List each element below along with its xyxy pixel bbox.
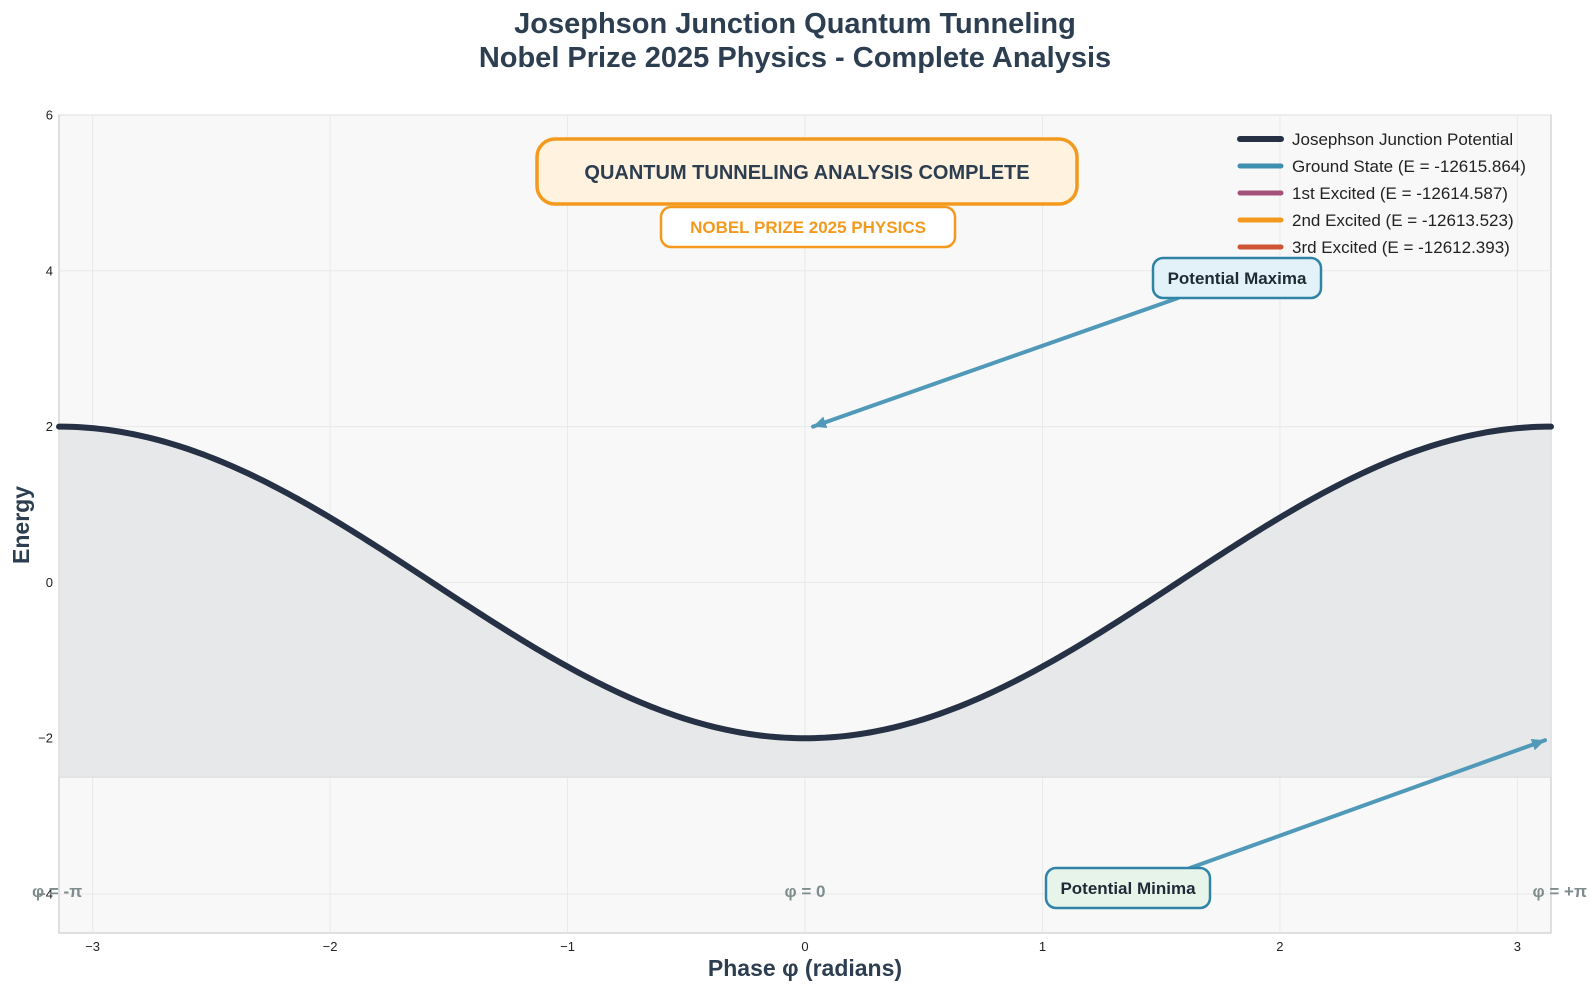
legend-label: Josephson Junction Potential (1292, 130, 1513, 149)
x-tick-label: 1 (1039, 939, 1046, 954)
x-tick-label: −1 (560, 939, 575, 954)
maxima-label-box (1151, 256, 1323, 300)
y-tick-label: 6 (46, 108, 53, 123)
legend-label: 1st Excited (E = -12614.587) (1292, 184, 1508, 203)
x-tick-label: 3 (1514, 939, 1521, 954)
legend-label: 2nd Excited (E = -12613.523) (1292, 211, 1514, 230)
analysis-banner: QUANTUM TUNNELING ANALYSIS COMPLETE NOBE… (535, 137, 1079, 249)
x-tick-label: −2 (323, 939, 338, 954)
y-tick-label: 0 (46, 575, 53, 590)
banner-sub-box (659, 205, 957, 249)
banner-sub-text: NOBEL PRIZE 2025 PHYSICS (690, 218, 926, 237)
legend-label: Ground State (E = -12615.864) (1292, 157, 1526, 176)
x-tick-label: 0 (801, 939, 808, 954)
maxima-label: Potential Maxima (1168, 269, 1307, 288)
y-tick-label: 4 (46, 263, 53, 278)
potential-curve (56, 423, 1554, 742)
annotations: Potential Maxima Potential Minima φ = -π φ … (32, 256, 1587, 910)
legend: Josephson Junction Potential Ground State… (1237, 130, 1526, 257)
y-tick-label: 2 (46, 419, 53, 434)
chart-title-line-1: Josephson Junction Quantum Tunneling (514, 8, 1076, 40)
banner-main-box (535, 137, 1079, 206)
y-axis-label: Energy (8, 486, 34, 564)
x-tick-label: −3 (85, 939, 100, 954)
chart-title: Josephson Junction Quantum Tunneling Nob… (479, 8, 1111, 74)
phase-marker-label: φ = -π (32, 882, 82, 901)
minima-label: Potential Minima (1060, 879, 1196, 898)
banner-main-text: QUANTUM TUNNELING ANALYSIS COMPLETE (584, 162, 1029, 184)
y-tick-label: −4 (38, 887, 53, 902)
y-axis-ticks: −4 −2 0 2 4 6 (38, 108, 53, 902)
chart-title-line-2: Nobel Prize 2025 Physics - Complete Anal… (479, 42, 1111, 74)
x-axis-ticks: −3 −2 −1 0 1 2 3 (85, 939, 1521, 954)
maxima-arrow (811, 296, 1180, 429)
minima-arrow-head (1530, 738, 1545, 751)
phase-marker-label: φ = +π (1533, 882, 1587, 901)
phase-marker-label: φ = 0 (785, 882, 826, 901)
minima-arrow (1188, 738, 1547, 870)
legend-label: 3rd Excited (E = -12612.393) (1292, 238, 1510, 257)
maxima-arrow-head (813, 416, 828, 428)
x-axis-label: Phase φ (radians) (708, 955, 902, 981)
x-tick-label: 2 (1276, 939, 1283, 954)
minima-label-box (1044, 866, 1212, 910)
y-tick-label: −2 (38, 731, 53, 746)
